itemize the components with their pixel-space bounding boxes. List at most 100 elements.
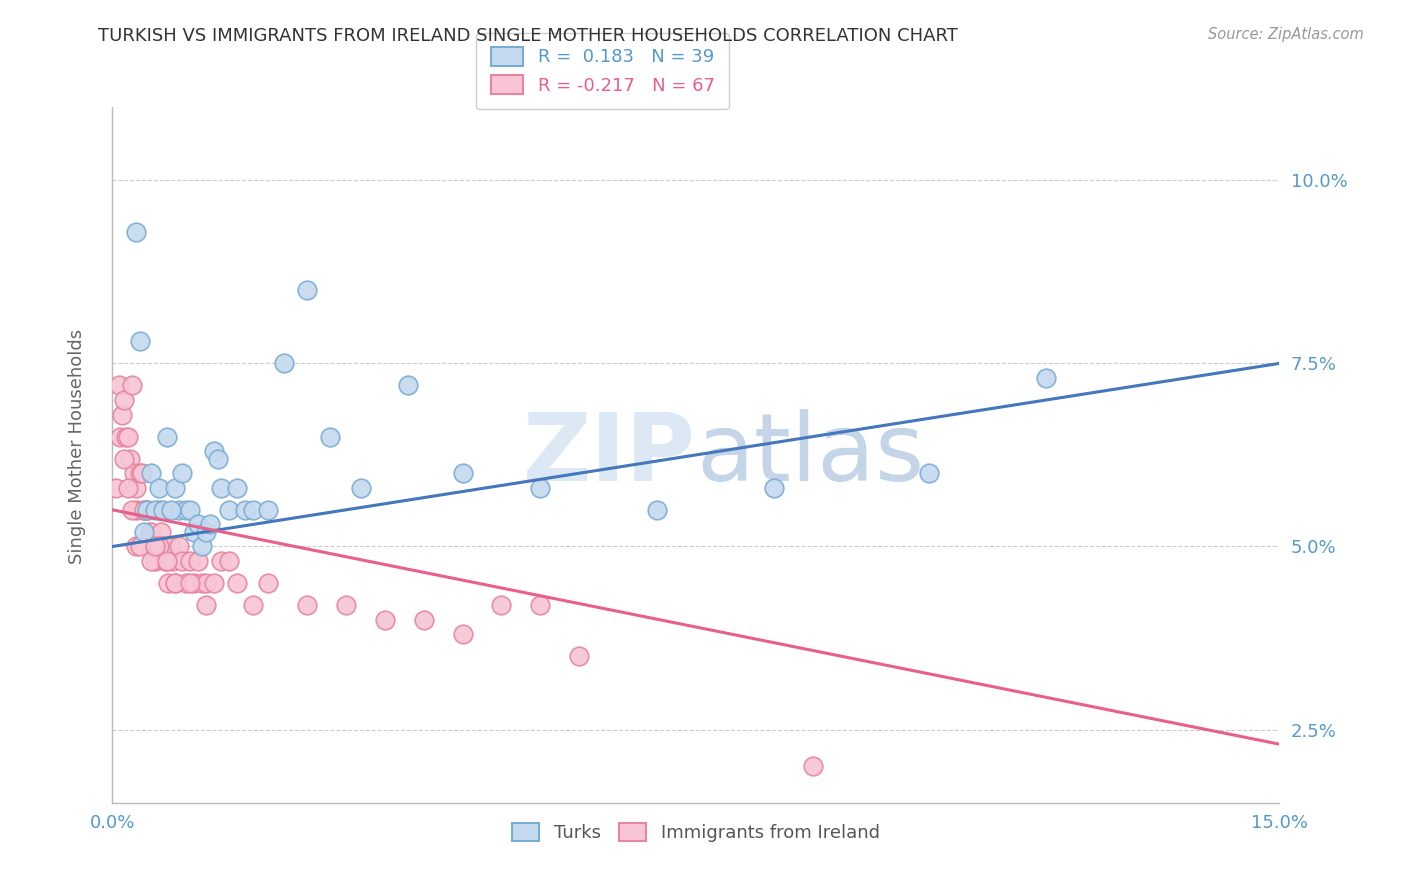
Point [157,576,180,591]
Point [132,524,155,539]
Point [156,554,179,568]
Point [125,225,148,239]
Point [451,627,474,641]
Point [176,576,198,591]
Point [187,517,209,532]
Point [121,378,143,392]
Point [491,598,513,612]
Legend: Turks, Immigrants from Ireland: Turks, Immigrants from Ireland [505,815,887,849]
Point [202,444,225,458]
Point [179,503,201,517]
Point [118,451,141,466]
Point [143,540,166,554]
Point [176,503,198,517]
Point [122,467,145,481]
Point [115,429,138,443]
Point [107,378,129,392]
Point [172,554,194,568]
Point [183,524,205,539]
Text: Source: ZipAtlas.com: Source: ZipAtlas.com [1208,27,1364,42]
Point [529,481,551,495]
Point [139,524,162,539]
Point [134,503,156,517]
Point [156,554,179,568]
Point [194,576,217,591]
Point [187,554,209,568]
Point [146,540,169,554]
Point [141,554,163,568]
Point [167,540,190,554]
Point [194,598,217,612]
Point [141,524,163,539]
Point [160,540,183,554]
Point [142,540,165,554]
Point [396,378,419,392]
Point [111,408,134,422]
Point [112,451,135,466]
Point [110,429,132,443]
Point [125,540,148,554]
Point [152,540,174,554]
Point [117,481,139,495]
Text: Single Mother Households: Single Mother Households [69,328,86,564]
Point [295,598,318,612]
Point [132,503,155,517]
Point [451,467,474,481]
Point [242,598,264,612]
Point [191,540,214,554]
Point [198,517,221,532]
Point [209,481,232,495]
Point [128,334,150,349]
Point [162,554,184,568]
Point [121,503,143,517]
Point [319,429,342,443]
Point [242,503,264,517]
Point [112,392,135,407]
Point [148,481,170,495]
Point [207,451,229,466]
Point [167,503,190,517]
Point [257,503,280,517]
Point [163,481,186,495]
Point [136,503,159,517]
Text: TURKISH VS IMMIGRANTS FROM IRELAND SINGLE MOTHER HOUSEHOLDS CORRELATION CHART: TURKISH VS IMMIGRANTS FROM IRELAND SINGL… [98,27,959,45]
Point [148,503,170,517]
Point [762,481,785,495]
Point [335,598,357,612]
Point [179,576,201,591]
Point [117,429,139,443]
Point [160,503,183,517]
Point [218,554,240,568]
Point [172,467,194,481]
Point [194,524,217,539]
Point [143,554,166,568]
Point [374,613,396,627]
Point [149,524,172,539]
Point [141,467,163,481]
Point [295,283,318,297]
Point [132,503,155,517]
Point [128,467,150,481]
Point [218,503,240,517]
Point [918,467,941,481]
Text: ZIP: ZIP [523,409,696,501]
Point [128,540,150,554]
Point [350,481,373,495]
Point [209,554,232,568]
Point [233,503,256,517]
Point [226,481,249,495]
Point [257,576,280,591]
Point [179,554,201,568]
Point [152,503,174,517]
Point [412,613,434,627]
Point [1035,371,1057,385]
Point [148,540,170,554]
Point [191,576,214,591]
Point [226,576,249,591]
Point [155,554,177,568]
Point [127,503,149,517]
Point [645,503,668,517]
Point [143,503,166,517]
Point [136,503,159,517]
Point [131,467,153,481]
